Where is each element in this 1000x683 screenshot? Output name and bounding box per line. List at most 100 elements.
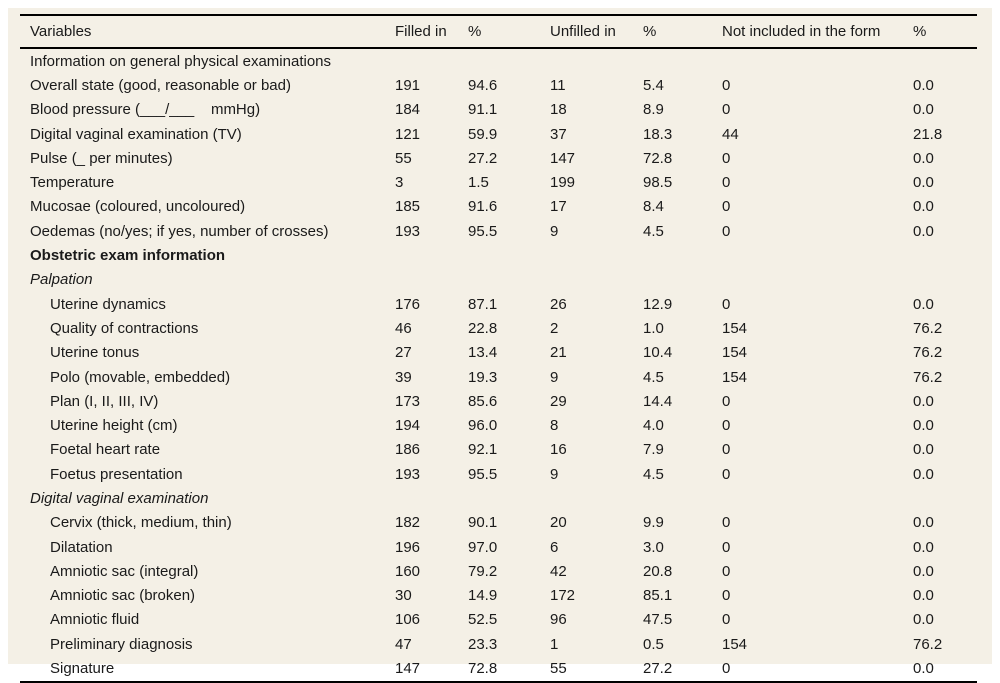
section-row: Digital vaginal examination <box>20 486 977 510</box>
cell-unfilled-in: 21 <box>550 344 567 362</box>
table-row: Overall state (good, reasonable or bad) 1… <box>20 73 977 97</box>
cell-not-included-pct: 76.2 <box>913 319 943 337</box>
cell-not-included-pct: 0.0 <box>913 514 934 532</box>
cell-unfilled-in-pct <box>643 486 722 510</box>
row-label: Overall state (good, reasonable or bad) <box>30 76 291 94</box>
cell-not-included: 0 <box>722 514 731 532</box>
cell-unfilled-in: 55 <box>550 660 567 678</box>
table-row: Amniotic sac (broken) 30 14.9 172 85.1 0 0.0 <box>20 584 977 608</box>
cell-unfilled-in-pct: 10.4 <box>643 344 673 362</box>
cell-unfilled-in-pct: 0.5 <box>643 635 664 653</box>
cell-not-included: 0 <box>722 538 731 556</box>
cell-unfilled-in-pct: 1.0 <box>643 319 664 337</box>
row-label: Polo (movable, embedded) <box>50 368 231 386</box>
table-row: Uterine tonus 27 13.4 21 10.4 154 76.2 <box>20 341 977 365</box>
table-row: Foetus presentation 193 95.5 9 4.5 0 0.0 <box>20 462 977 486</box>
cell-filled-in: 3 <box>395 174 404 192</box>
cell-filled-in-pct <box>468 243 550 267</box>
cell-filled-in-pct <box>468 268 550 292</box>
cell-unfilled-in-pct: 4.5 <box>643 222 664 240</box>
cell-filled-in: 46 <box>395 319 412 337</box>
cell-filled-in: 55 <box>395 149 412 167</box>
cell-filled-in: 176 <box>395 295 421 313</box>
cell-unfilled-in: 20 <box>550 514 567 532</box>
cell-unfilled-in: 9 <box>550 465 559 483</box>
row-label: Dilatation <box>50 538 113 556</box>
cell-not-included-pct: 0.0 <box>913 174 934 192</box>
cell-not-included <box>722 268 913 292</box>
cell-not-included: 0 <box>722 417 731 435</box>
row-label: Obstetric exam information <box>30 247 226 265</box>
cell-unfilled-in-pct: 18.3 <box>643 125 673 143</box>
cell-filled-in-pct: 14.9 <box>468 587 498 605</box>
cell-unfilled-in: 16 <box>550 441 567 459</box>
cell-unfilled-in-pct: 5.4 <box>643 76 664 94</box>
cell-not-included-pct <box>913 48 977 73</box>
row-label: Palpation <box>30 271 93 289</box>
cell-unfilled-in-pct: 7.9 <box>643 441 664 459</box>
cell-filled-in: 160 <box>395 562 421 580</box>
cell-filled-in-pct: 91.6 <box>468 198 498 216</box>
cell-unfilled-in-pct <box>643 48 722 73</box>
cell-not-included-pct: 0.0 <box>913 538 934 556</box>
table-row: Amniotic sac (integral) 160 79.2 42 20.8 0 0.0 <box>20 559 977 583</box>
cell-not-included: 0 <box>722 222 731 240</box>
cell-filled-in-pct: 52.5 <box>468 611 498 629</box>
cell-not-included: 0 <box>722 441 731 459</box>
cell-unfilled-in <box>550 268 643 292</box>
cell-not-included-pct: 0.0 <box>913 101 934 119</box>
col-header-filled-in: Filled in <box>395 14 468 49</box>
cell-filled-in: 39 <box>395 368 412 386</box>
cell-unfilled-in: 199 <box>550 174 576 192</box>
cell-not-included: 0 <box>722 392 731 410</box>
section-row: Palpation <box>20 268 977 292</box>
cell-not-included-pct: 21.8 <box>913 125 943 143</box>
cell-filled-in <box>395 243 468 267</box>
cell-filled-in: 186 <box>395 441 421 459</box>
cell-not-included-pct: 0.0 <box>913 222 934 240</box>
row-label: Quality of contractions <box>50 319 199 337</box>
cell-filled-in: 191 <box>395 76 421 94</box>
cell-unfilled-in <box>550 48 643 73</box>
table-row: Dilatation 196 97.0 6 3.0 0 0.0 <box>20 535 977 559</box>
cell-not-included <box>722 243 913 267</box>
cell-filled-in-pct: 23.3 <box>468 635 498 653</box>
cell-unfilled-in: 147 <box>550 149 576 167</box>
cell-filled-in-pct: 13.4 <box>468 344 498 362</box>
table-row: Quality of contractions 46 22.8 2 1.0 154 76.2 <box>20 316 977 340</box>
cell-filled-in: 194 <box>395 417 421 435</box>
cell-not-included-pct: 0.0 <box>913 611 934 629</box>
row-label: Cervix (thick, medium, thin) <box>50 514 232 532</box>
row-label: Preliminary diagnosis <box>50 635 193 653</box>
cell-unfilled-in-pct: 4.5 <box>643 368 664 386</box>
cell-filled-in: 185 <box>395 198 421 216</box>
cell-filled-in-pct: 97.0 <box>468 538 498 556</box>
cell-unfilled-in <box>550 486 643 510</box>
cell-filled-in-pct: 1.5 <box>468 174 489 192</box>
cell-filled-in: 27 <box>395 344 412 362</box>
row-label: Oedemas (no/yes; if yes, number of cross… <box>30 222 329 240</box>
cell-not-included-pct: 0.0 <box>913 149 934 167</box>
cell-not-included: 0 <box>722 174 731 192</box>
cell-unfilled-in: 26 <box>550 295 567 313</box>
cell-not-included-pct <box>913 268 977 292</box>
cell-not-included-pct: 0.0 <box>913 76 934 94</box>
col-header-variables: Variables <box>20 14 395 49</box>
table-row: Uterine dynamics 176 87.1 26 12.9 0 0.0 <box>20 292 977 316</box>
cell-not-included: 0 <box>722 660 731 678</box>
cell-filled-in-pct <box>468 486 550 510</box>
cell-filled-in-pct: 87.1 <box>468 295 498 313</box>
col-header-filled-pct: % <box>468 14 550 49</box>
cell-unfilled-in: 6 <box>550 538 559 556</box>
table-row: Digital vaginal examination (TV) 121 59.9 3… <box>20 122 977 146</box>
row-label: Amniotic sac (integral) <box>50 562 199 580</box>
row-label: Plan (I, II, III, IV) <box>50 392 159 410</box>
table-row: Pulse (_ per minutes) 55 27.2 147 72.8 0 0.0 <box>20 146 977 170</box>
cell-not-included: 154 <box>722 635 748 653</box>
col-header-unfilled-pct: % <box>643 14 722 49</box>
row-label: Digital vaginal examination (TV) <box>30 125 242 143</box>
cell-not-included-pct <box>913 243 977 267</box>
cell-filled-in <box>395 486 468 510</box>
cell-unfilled-in: 1 <box>550 635 559 653</box>
cell-not-included-pct: 76.2 <box>913 368 943 386</box>
